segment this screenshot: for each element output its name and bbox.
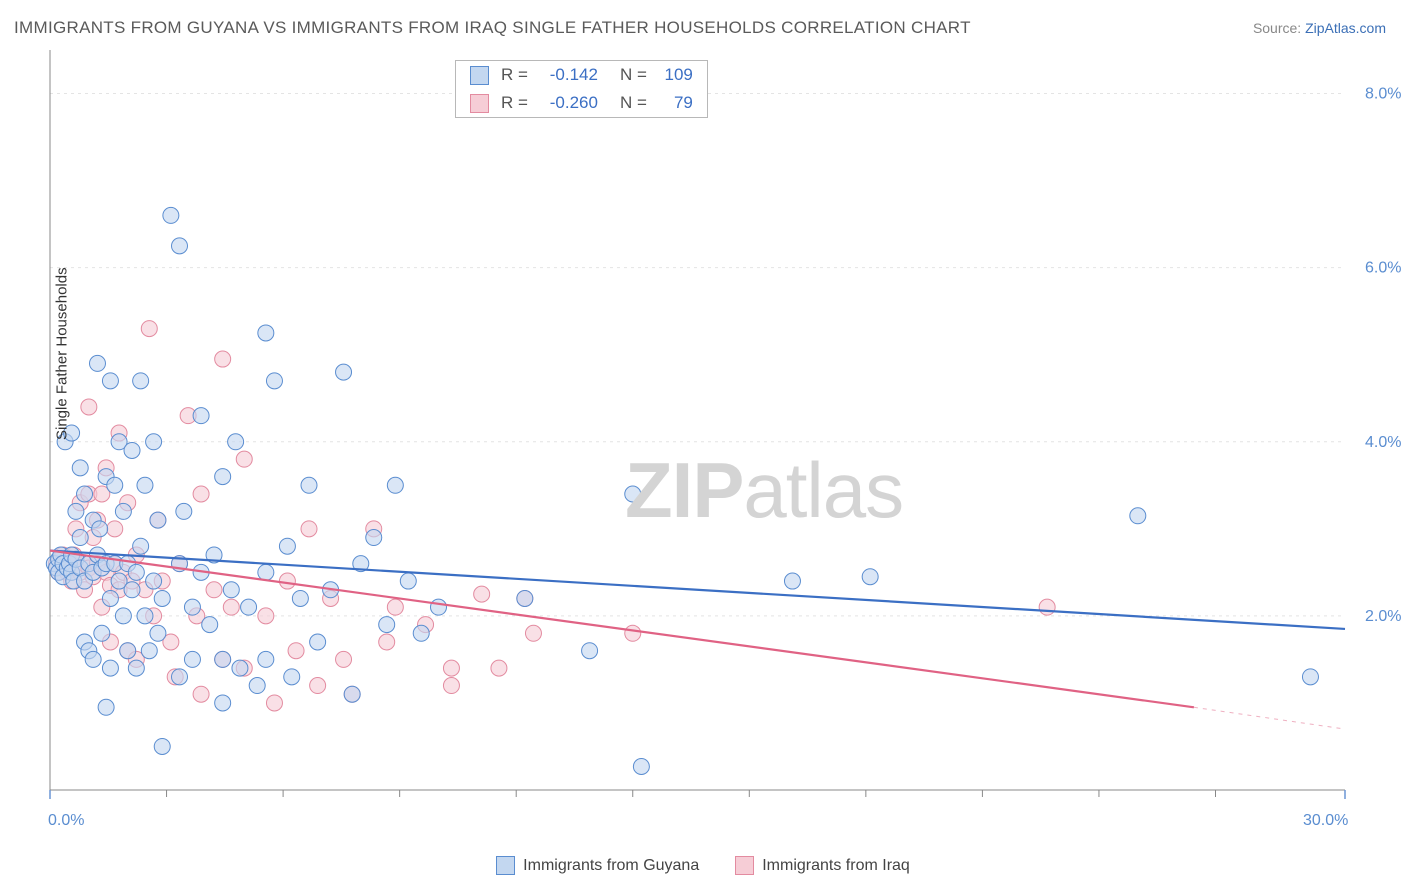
r-label: R = xyxy=(501,65,528,85)
source-link[interactable]: ZipAtlas.com xyxy=(1305,20,1386,36)
chart-title: IMMIGRANTS FROM GUYANA VS IMMIGRANTS FRO… xyxy=(14,18,971,38)
legend-item: Immigrants from Iraq xyxy=(735,856,910,875)
source-prefix: Source: xyxy=(1253,20,1305,36)
legend-item: Immigrants from Guyana xyxy=(496,856,699,875)
r-value: -0.260 xyxy=(534,93,598,113)
x-axis-tick-0: 0.0% xyxy=(48,812,84,830)
stats-row: R = -0.260 N = 79 xyxy=(456,89,707,117)
legend-swatch xyxy=(496,856,515,875)
r-value: -0.142 xyxy=(534,65,598,85)
n-value: 79 xyxy=(653,93,693,113)
stats-row: R = -0.142 N = 109 xyxy=(456,61,707,89)
svg-text:6.0%: 6.0% xyxy=(1365,260,1401,277)
x-axis-tick-max: 30.0% xyxy=(1303,812,1348,830)
chart-area: Single Father Households ZIPatlas 2.0%4.… xyxy=(50,50,1360,830)
n-value: 109 xyxy=(653,65,693,85)
scatter-chart-svg: 2.0%4.0%6.0%8.0% xyxy=(50,50,1360,830)
legend-swatch xyxy=(735,856,754,875)
svg-text:8.0%: 8.0% xyxy=(1365,86,1401,103)
n-label: N = xyxy=(620,65,647,85)
correlation-stats-box: R = -0.142 N = 109 R = -0.260 N = 79 xyxy=(455,60,708,118)
r-label: R = xyxy=(501,93,528,113)
legend-label: Immigrants from Guyana xyxy=(523,857,699,875)
n-label: N = xyxy=(620,93,647,113)
svg-text:4.0%: 4.0% xyxy=(1365,434,1401,451)
svg-text:2.0%: 2.0% xyxy=(1365,608,1401,625)
series-swatch xyxy=(470,94,489,113)
legend-label: Immigrants from Iraq xyxy=(762,857,910,875)
source-credit: Source: ZipAtlas.com xyxy=(1253,20,1386,36)
series-swatch xyxy=(470,66,489,85)
bottom-legend: Immigrants from Guyana Immigrants from Ir… xyxy=(0,856,1406,880)
y-axis-label: Single Father Households xyxy=(54,267,71,440)
